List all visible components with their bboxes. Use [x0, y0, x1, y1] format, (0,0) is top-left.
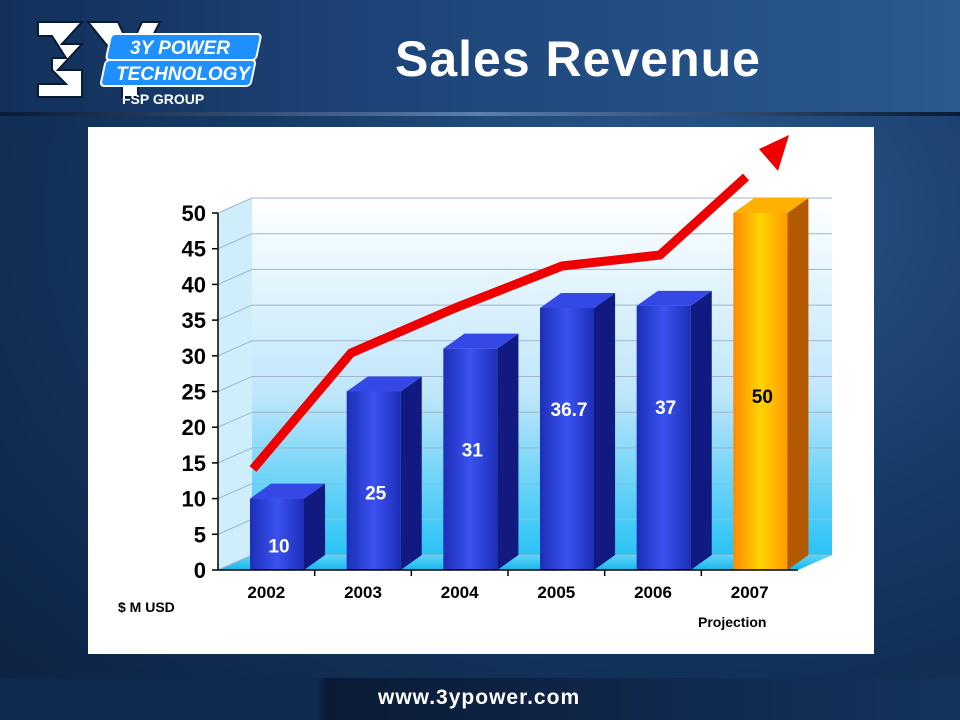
y-tick-label: 30 — [182, 344, 206, 369]
bar-2003 — [346, 376, 422, 570]
x-tick-label-2005: 2005 — [537, 583, 575, 602]
data-label-2007: 50 — [752, 387, 773, 408]
y-tick-label: 40 — [182, 272, 206, 297]
x-tick-label-2003: 2003 — [344, 583, 382, 602]
data-label-2005: 36.7 — [551, 400, 588, 421]
y-tick-label: 45 — [182, 237, 206, 262]
bar-side — [787, 198, 809, 570]
bar-front — [250, 498, 304, 570]
x-tick-label-2004: 2004 — [441, 583, 479, 602]
y-tick-label: 5 — [194, 522, 206, 547]
x-tick-label-2007: 2007 — [731, 583, 769, 602]
bar-2006 — [636, 290, 712, 570]
gridline — [217, 268, 832, 285]
data-label-2003: 25 — [365, 484, 387, 505]
bar-top — [443, 333, 519, 349]
bar-2005 — [540, 292, 616, 570]
y-tick-label: 0 — [194, 558, 206, 583]
gridline — [217, 233, 832, 250]
footer-url: www.3ypower.com — [378, 686, 581, 709]
bar-top — [733, 198, 809, 213]
data-label-2004: 31 — [462, 441, 484, 462]
bar-top — [250, 483, 326, 499]
logo-line2: TECHNOLOGY — [116, 64, 252, 85]
bar-side — [400, 376, 422, 570]
bar-side — [690, 290, 712, 570]
y-tick-label: 20 — [182, 415, 206, 440]
bar-side — [594, 292, 616, 570]
y-tick-label: 25 — [182, 380, 206, 405]
y-tick-label: 35 — [182, 308, 206, 333]
bar-front — [733, 213, 788, 570]
data-label-2002: 10 — [268, 537, 289, 558]
bar-2004 — [443, 333, 519, 570]
bar-side — [497, 333, 519, 570]
bar-2007 — [733, 198, 809, 570]
y-tick-label: 50 — [182, 201, 206, 226]
x-tick-label-2002: 2002 — [247, 583, 285, 602]
bar-top — [346, 376, 422, 392]
y-tick-label: 15 — [182, 451, 206, 476]
chart-panel: 0 5 10 15 20 25 30 35 40 45 50 2002 2003 2004 2005 2006… — [88, 127, 874, 654]
bar-front — [346, 391, 401, 570]
bar-2002 — [250, 483, 326, 570]
data-label-2006: 37 — [655, 398, 676, 419]
bar-top — [540, 292, 616, 308]
projection-annotation: Projection — [698, 614, 767, 630]
trend-arrow-line — [249, 173, 750, 472]
logo-line1: 3Y POWER — [130, 38, 230, 59]
y-axis-unit-label: $ M USD — [118, 599, 175, 615]
bar-front — [443, 348, 498, 570]
page-title: Sales Revenue — [395, 31, 761, 87]
bar-chart: 0 5 10 15 20 25 30 35 40 45 50 2002 2003 2004 2005 2006… — [182, 135, 832, 602]
footer-band — [0, 678, 960, 720]
bar-front — [540, 307, 594, 570]
bar-top — [636, 290, 712, 306]
bar-front — [636, 305, 691, 570]
y-tick-label: 10 — [182, 487, 206, 512]
gridline — [217, 197, 832, 214]
bar-side — [304, 483, 326, 570]
logo-line3: FSP GROUP — [122, 91, 204, 107]
trend-arrow-head — [759, 135, 789, 171]
company-logo: 3Y POWER TECHNOLOGY FSP GROUP — [37, 21, 262, 107]
x-tick-label-2006: 2006 — [634, 583, 672, 602]
header-divider — [0, 112, 960, 116]
